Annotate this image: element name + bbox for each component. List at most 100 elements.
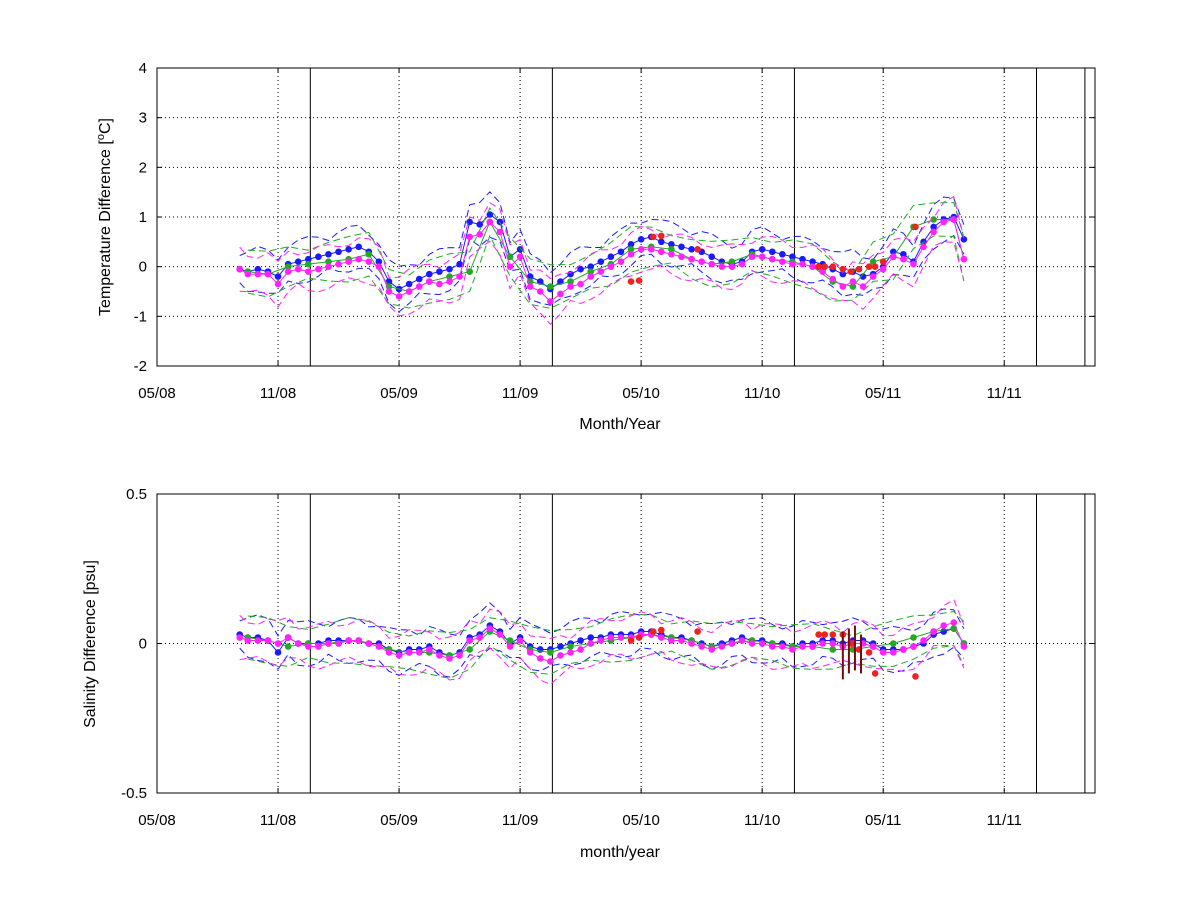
data-point <box>506 253 514 261</box>
data-point <box>869 273 877 280</box>
data-point <box>950 216 958 223</box>
data-point <box>900 646 907 653</box>
data-point <box>839 265 847 273</box>
data-point <box>264 637 272 644</box>
top-xlabel: Month/Year <box>579 416 661 433</box>
data-point <box>284 634 292 641</box>
data-point <box>496 631 504 638</box>
data-point <box>415 283 423 290</box>
data-point <box>405 280 413 288</box>
data-point <box>910 260 917 268</box>
data-point <box>889 649 897 656</box>
data-point <box>405 649 413 656</box>
data-point <box>839 283 847 290</box>
y-tick-label: 1 <box>139 209 147 226</box>
data-point <box>236 634 244 641</box>
data-point <box>930 228 937 236</box>
data-point <box>879 649 887 656</box>
data-point <box>294 265 302 273</box>
data-point <box>728 258 736 266</box>
data-point <box>668 637 675 644</box>
data-point <box>476 634 484 641</box>
data-point <box>436 268 443 275</box>
data-point <box>315 643 322 650</box>
data-point <box>274 640 282 647</box>
x-tick-label: 11/08 <box>260 812 296 829</box>
data-point <box>789 646 796 653</box>
data-point <box>627 637 635 644</box>
data-point <box>668 250 675 258</box>
data-point <box>678 243 685 251</box>
data-point <box>688 245 695 253</box>
x-tick-label: 05/09 <box>380 385 418 402</box>
data-point <box>446 273 453 280</box>
data-point <box>678 253 685 261</box>
data-point <box>627 278 635 285</box>
data-point <box>694 245 701 253</box>
data-point <box>799 255 806 263</box>
data-point <box>940 218 948 226</box>
data-point <box>567 643 574 650</box>
data-point <box>940 622 948 629</box>
data-point <box>567 270 574 278</box>
data-point <box>821 263 828 270</box>
data-point <box>869 643 877 650</box>
data-point <box>627 241 635 248</box>
data-point <box>635 634 643 641</box>
data-point <box>809 643 816 650</box>
data-point <box>395 652 403 659</box>
data-point <box>254 637 262 644</box>
data-point <box>547 283 554 290</box>
data-point <box>658 238 665 246</box>
data-point <box>658 232 665 240</box>
data-point <box>426 646 433 653</box>
data-point <box>910 643 917 650</box>
data-point <box>758 245 766 253</box>
data-point <box>678 637 685 644</box>
data-point <box>547 658 554 665</box>
data-point <box>627 245 635 253</box>
data-point <box>869 258 877 266</box>
data-point <box>768 248 776 256</box>
x-tick-label: 05/08 <box>138 812 176 829</box>
data-point <box>879 265 887 273</box>
data-point <box>658 626 665 634</box>
data-point <box>668 241 675 248</box>
series-envelope-line <box>247 611 965 637</box>
data-point <box>466 646 473 653</box>
data-point <box>920 243 927 251</box>
top-ylabel: Temperature Difference [oC] <box>95 118 114 316</box>
data-point <box>847 268 855 275</box>
y-tick-label: 0.5 <box>126 486 147 503</box>
data-point <box>375 258 383 266</box>
data-point <box>587 263 594 270</box>
data-point <box>748 640 756 647</box>
data-point <box>688 640 695 647</box>
data-point <box>708 253 716 261</box>
data-point <box>294 640 302 647</box>
data-point <box>395 293 403 300</box>
data-point <box>617 248 625 256</box>
data-point <box>516 253 524 261</box>
x-tick-label: 11/11 <box>987 812 1022 829</box>
data-point <box>889 640 897 647</box>
data-point <box>526 273 534 280</box>
y-tick-label: 0 <box>139 636 147 653</box>
data-point <box>799 260 806 268</box>
data-point <box>779 250 786 258</box>
y-tick-label: -2 <box>134 358 147 375</box>
data-point <box>829 631 837 638</box>
data-point <box>698 258 705 266</box>
data-point <box>536 288 544 295</box>
series-envelope-line <box>239 234 965 313</box>
data-point <box>708 260 716 268</box>
data-point <box>456 273 463 280</box>
data-point <box>325 258 332 266</box>
data-point <box>426 278 433 285</box>
data-point <box>304 260 312 268</box>
data-point <box>456 260 463 268</box>
data-point <box>658 634 665 641</box>
data-point <box>506 637 514 644</box>
y-tick-label: 3 <box>139 110 147 127</box>
data-point <box>476 231 484 238</box>
